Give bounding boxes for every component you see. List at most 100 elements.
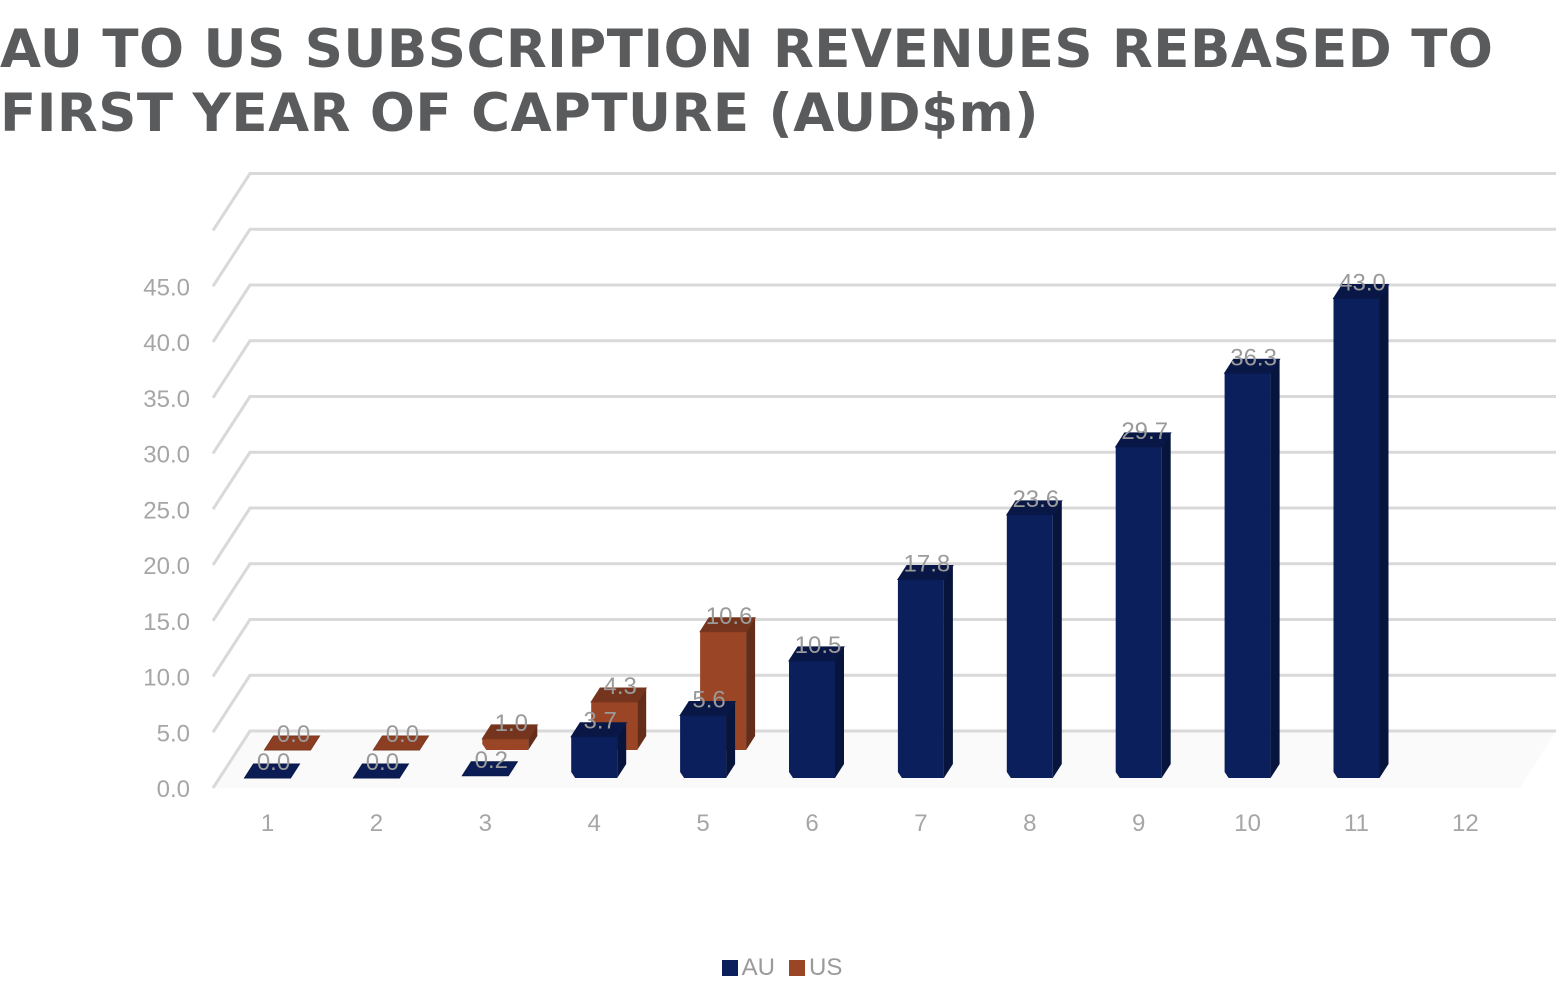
chart-title-line-1: AU TO US SUBSCRIPTION REVENUES REBASED T… — [0, 19, 1494, 80]
data-label-au: 5.6 — [692, 687, 725, 714]
x-tick-label: 6 — [805, 810, 818, 837]
y-tick-label: 40.0 — [143, 330, 190, 357]
x-tick-label: 9 — [1132, 810, 1145, 837]
bar-top-face — [263, 735, 321, 751]
x-tick-label: 4 — [588, 810, 601, 837]
bar-au — [461, 761, 519, 777]
bar-au — [788, 646, 845, 778]
back-series-data-labels: 0.0 0.0 1.0 4.3 10.6 — [277, 603, 753, 748]
legend-item-au: AU — [721, 954, 775, 982]
gridline-top — [211, 172, 1556, 232]
bar-side-face — [637, 688, 647, 750]
data-label-us: 10.6 — [706, 603, 753, 630]
bar-side-face — [726, 701, 736, 778]
y-tick-label: 10.0 — [143, 665, 190, 692]
x-tick-label: 1 — [261, 810, 274, 837]
chart-title: AU TO US SUBSCRIPTION REVENUES REBASED T… — [0, 18, 1540, 146]
bar-top-face — [570, 722, 628, 738]
y-tick-label: 0.0 — [157, 776, 190, 803]
data-label-us: 0.0 — [386, 721, 419, 748]
bar-front-face — [1006, 514, 1053, 778]
legend-label-us: US — [809, 954, 843, 981]
bar-front-face — [571, 736, 618, 778]
data-label-us: 1.0 — [495, 710, 528, 737]
x-tick-label: 2 — [370, 810, 383, 837]
gridline — [211, 339, 1556, 399]
bar-au — [570, 722, 628, 778]
data-label-us: 4.3 — [604, 673, 637, 700]
bar-front-face — [1115, 446, 1162, 778]
y-tick-label: 35.0 — [143, 386, 190, 413]
bar-top-face — [1114, 432, 1172, 448]
data-label-au: 3.7 — [584, 708, 617, 735]
bar-side-face — [528, 724, 538, 750]
x-tick-label: 5 — [696, 810, 709, 837]
bar-front-face — [1333, 298, 1380, 778]
bar-us — [263, 735, 321, 751]
data-label-us: 0.0 — [277, 721, 310, 748]
y-tick-label: 30.0 — [143, 442, 190, 469]
y-tick-label: 25.0 — [143, 497, 190, 524]
bar-us — [372, 735, 430, 751]
bar-front-face — [897, 579, 944, 778]
bar-top-face — [481, 724, 539, 740]
bar-side-face — [617, 722, 627, 778]
x-tick-label: 10 — [1234, 810, 1261, 837]
bar-front-face — [680, 715, 727, 778]
data-label-au: 0.2 — [475, 747, 508, 774]
data-label-au: 10.5 — [795, 632, 842, 659]
data-label-au: 23.6 — [1012, 486, 1059, 513]
bar-top-face — [679, 701, 737, 717]
data-label-au: 43.0 — [1339, 270, 1386, 297]
data-label-au: 0.0 — [366, 749, 399, 776]
bar-au — [243, 763, 301, 779]
x-tick-label: 7 — [914, 810, 927, 837]
bar-front-face — [482, 738, 529, 750]
legend: AU US — [0, 952, 1564, 984]
data-label-au: 0.0 — [257, 749, 290, 776]
x-tick-label: 3 — [479, 810, 492, 837]
bar-top-face — [896, 565, 954, 581]
bar-side-face — [1161, 432, 1171, 778]
bar-top-face — [699, 617, 757, 633]
bar-top-face — [461, 761, 519, 777]
x-axis-tick-labels: 1 2 3 4 5 6 7 8 9 10 11 12 — [261, 810, 1479, 837]
bar-au — [1005, 500, 1063, 778]
y-tick-label: 45.0 — [143, 274, 190, 301]
floor-plane — [213, 731, 1556, 788]
gridline — [211, 395, 1556, 455]
bar-front-face — [789, 660, 835, 778]
bar-front-face — [1224, 373, 1271, 778]
bar-us — [481, 724, 539, 750]
bar-au — [896, 565, 954, 778]
chart-title-line-2: FIRST YEAR OF CAPTURE (AUD$m) — [0, 83, 1039, 144]
y-tick-label: 15.0 — [143, 609, 190, 636]
bar-top-face — [372, 735, 430, 751]
y-tick-label: 20.0 — [143, 553, 190, 580]
bar-side-face — [746, 617, 756, 750]
bar-top-face — [1223, 358, 1281, 374]
x-tick-label: 11 — [1344, 810, 1369, 837]
front-series-bars — [243, 284, 1390, 779]
x-tick-label: 12 — [1452, 810, 1479, 837]
bar-au — [352, 763, 410, 779]
bar-side-face — [1379, 284, 1389, 778]
bar-top-face — [243, 763, 301, 779]
bar-au — [1332, 284, 1390, 778]
x-tick-label: 8 — [1023, 810, 1036, 837]
bar-top-face — [1332, 284, 1390, 300]
y-axis-tick-labels: 0.0 5.0 10.0 15.0 20.0 25.0 30.0 35.0 40.0 45.0 — [143, 274, 190, 803]
bar-top-face — [788, 646, 845, 662]
data-label-au: 36.3 — [1230, 344, 1277, 371]
bar-top-face — [1005, 500, 1063, 516]
bar-top-face — [590, 687, 648, 703]
y-tick-label: 5.0 — [157, 720, 190, 747]
bar-side-face — [1052, 500, 1062, 778]
bar-side-face — [835, 646, 844, 778]
plot-walls — [213, 731, 1556, 788]
bar-side-face — [943, 565, 953, 778]
bar-au — [1223, 358, 1281, 778]
bar-au — [679, 701, 737, 778]
legend-label-au: AU — [741, 954, 775, 981]
